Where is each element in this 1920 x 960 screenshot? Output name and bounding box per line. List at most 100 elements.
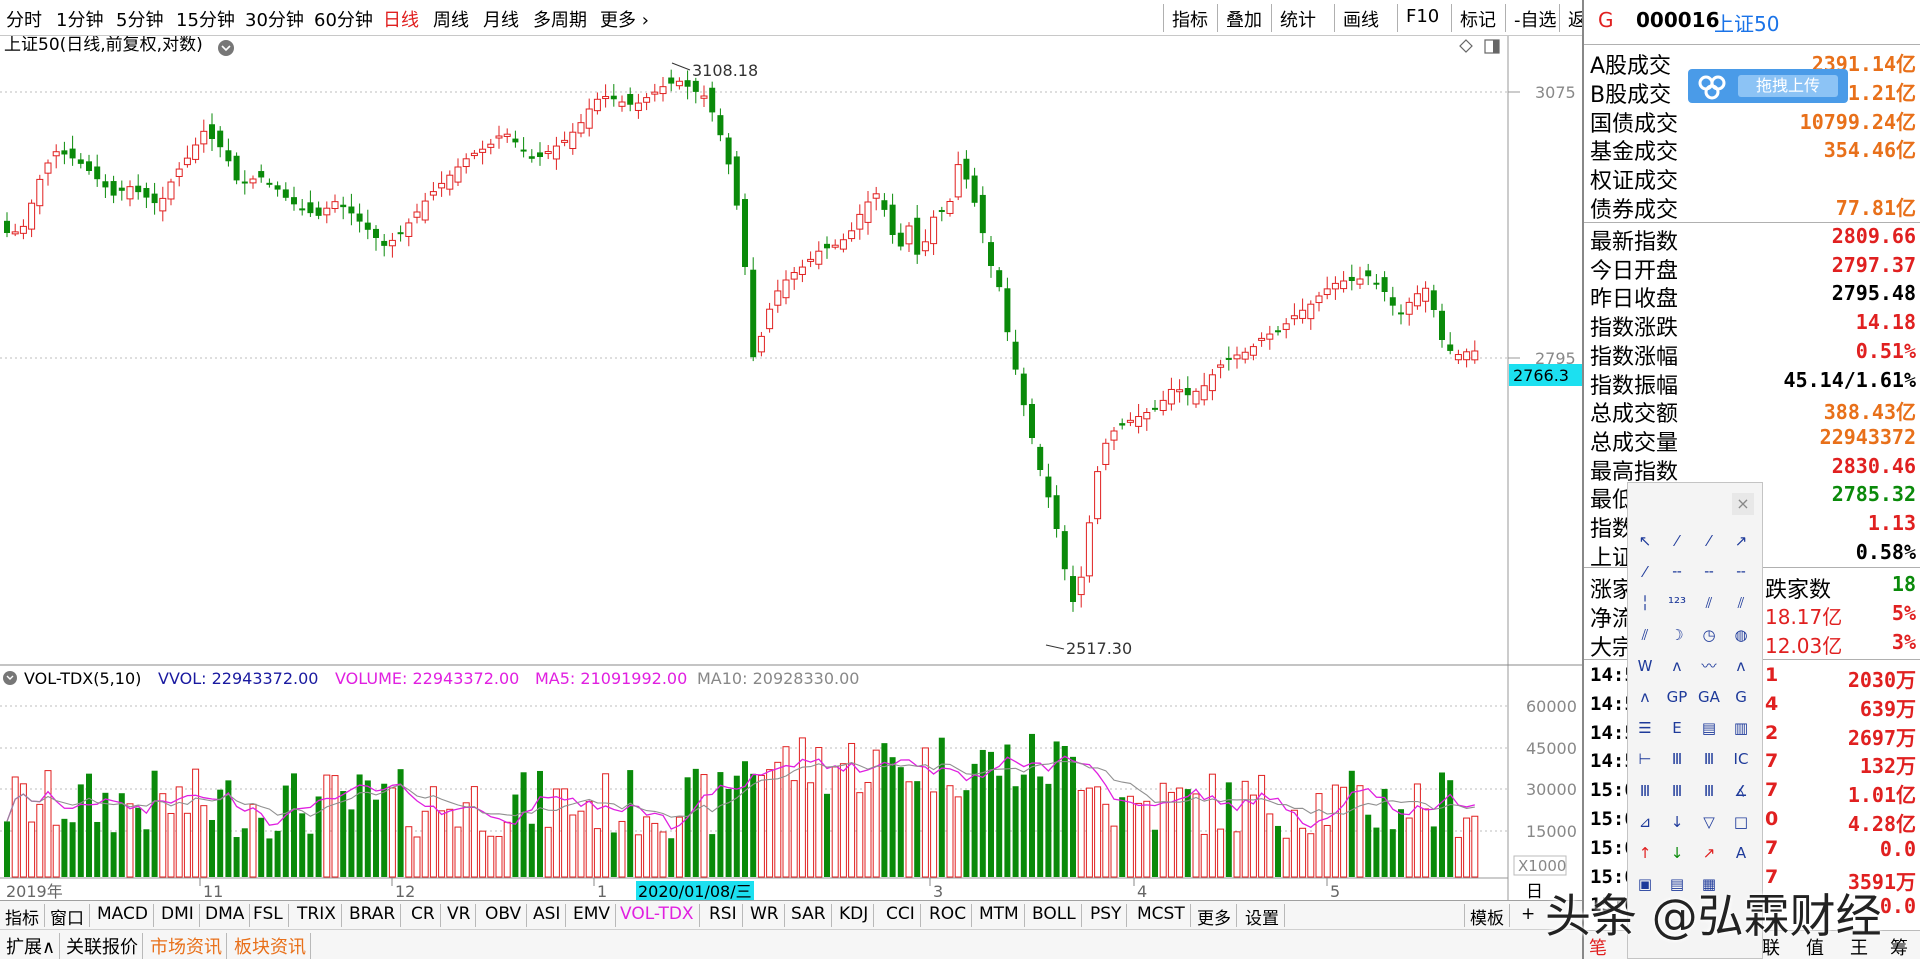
horizontal-segment-icon[interactable]: ╌ bbox=[1736, 563, 1746, 582]
period-tab-daily[interactable]: 日线 bbox=[383, 10, 419, 31]
footer-tab[interactable]: 筹 bbox=[1890, 938, 1908, 959]
period-icon[interactable]: ⊢ bbox=[1638, 750, 1652, 769]
triangle-line-icon[interactable]: ⊿ bbox=[1638, 812, 1652, 831]
triangle-icon[interactable]: ▽ bbox=[1703, 812, 1715, 831]
template-button[interactable]: 模板 bbox=[1464, 904, 1510, 929]
bars-icon[interactable]: Ⅲ bbox=[1639, 781, 1651, 800]
wave-count-icon[interactable]: ¹²³ bbox=[1667, 594, 1687, 613]
footer-tab[interactable]: 联 bbox=[1762, 938, 1780, 959]
period-tab-weekly[interactable]: 周线 bbox=[433, 10, 469, 31]
tab-indicator[interactable]: 指标 bbox=[0, 904, 45, 929]
tab-kdj[interactable]: KDJ bbox=[834, 904, 875, 927]
tab-mtm[interactable]: MTM bbox=[974, 904, 1025, 927]
tab-rsi[interactable]: RSI bbox=[704, 904, 743, 927]
line-icon[interactable]: ⁄ bbox=[1675, 532, 1679, 550]
tab-settings[interactable]: 设置 bbox=[1240, 904, 1285, 929]
tab-cr[interactable]: CR bbox=[406, 904, 441, 927]
diamond-icon[interactable] bbox=[1459, 39, 1473, 53]
golden-price-icon[interactable]: GP bbox=[1666, 688, 1688, 706]
back-button[interactable]: 返回 bbox=[1559, 4, 1582, 32]
ellipse-icon[interactable]: ◍ bbox=[1734, 625, 1748, 644]
sector-news-tab[interactable]: 板块资讯 bbox=[230, 933, 311, 959]
rectangle-icon[interactable]: □ bbox=[1733, 812, 1749, 831]
cycle-icon[interactable]: Ⅲ bbox=[1671, 750, 1683, 769]
footer-tab[interactable]: 王 bbox=[1850, 938, 1868, 959]
chevron-down-icon[interactable] bbox=[3, 671, 17, 685]
tab-dma[interactable]: DMA bbox=[200, 904, 251, 927]
fib-extension-icon[interactable]: E bbox=[1672, 719, 1682, 738]
channel-icon[interactable]: ⫽ bbox=[1737, 594, 1745, 613]
market-news-tab[interactable]: 市场资讯 bbox=[146, 933, 227, 959]
chevron-down-icon[interactable] bbox=[218, 40, 234, 56]
add-favorite-button[interactable]: -自选 bbox=[1505, 4, 1565, 32]
tab-asi[interactable]: ASI bbox=[528, 904, 567, 927]
tab-vol-tdx[interactable]: VOL-TDX bbox=[615, 904, 700, 927]
horizontal-line-icon[interactable]: ╌ bbox=[1672, 563, 1682, 582]
sell-arrow-icon[interactable]: ↗ bbox=[1702, 844, 1716, 862]
vertical-line-icon[interactable]: ╎ bbox=[1640, 594, 1650, 613]
period-tab-30min[interactable]: 30分钟 bbox=[245, 10, 304, 31]
circle-icon[interactable]: ◷ bbox=[1702, 625, 1716, 644]
curve-icon[interactable]: 〰 bbox=[1701, 657, 1717, 676]
mark-button[interactable]: 标记 bbox=[1451, 4, 1504, 32]
box-icon[interactable]: ▤ bbox=[1701, 719, 1717, 738]
period-tab-1min[interactable]: 1分钟 bbox=[56, 10, 104, 31]
fan-icon[interactable]: ⫽ bbox=[1641, 625, 1649, 644]
tab-window[interactable]: 窗口 bbox=[45, 904, 90, 929]
gann-icon[interactable]: ᴧ bbox=[1640, 688, 1650, 706]
grid-icon[interactable]: ▥ bbox=[1733, 719, 1749, 738]
up-arrow-icon[interactable]: ↑ bbox=[1638, 844, 1652, 862]
tab-boll[interactable]: BOLL bbox=[1027, 904, 1082, 927]
draw-line-button[interactable]: 画线 bbox=[1334, 4, 1387, 32]
add-icon[interactable]: + bbox=[1521, 904, 1536, 924]
table-icon[interactable]: ▤ bbox=[1669, 875, 1685, 894]
golden-angle-icon[interactable]: GA bbox=[1698, 688, 1720, 706]
tab-macd[interactable]: MACD bbox=[92, 904, 154, 927]
period-tab-monthly[interactable]: 月线 bbox=[483, 10, 519, 31]
pointer-icon[interactable]: ↖ bbox=[1638, 532, 1652, 550]
down-arrow-icon[interactable]: ↓ bbox=[1670, 812, 1684, 831]
tab-mcst[interactable]: MCST bbox=[1132, 904, 1191, 927]
peak-icon[interactable]: ᴧ bbox=[1672, 656, 1682, 675]
period-tab-5min[interactable]: 5分钟 bbox=[116, 10, 164, 31]
bars3-icon[interactable]: Ⅲ bbox=[1703, 781, 1715, 800]
tab-brar[interactable]: BRAR bbox=[344, 904, 402, 927]
overlay-button[interactable]: 叠加 bbox=[1217, 4, 1270, 32]
tab-psy[interactable]: PSY bbox=[1085, 904, 1128, 927]
text-icon[interactable]: A bbox=[1735, 844, 1747, 862]
tab-sar[interactable]: SAR bbox=[786, 904, 832, 927]
panel-toggle-icon[interactable] bbox=[1484, 39, 1500, 54]
tab-vr[interactable]: VR bbox=[442, 904, 477, 927]
period-tab-multi[interactable]: 多周期 bbox=[533, 10, 587, 31]
footer-tab[interactable]: 笔 bbox=[1589, 938, 1607, 959]
fib-retracement-icon[interactable]: ☰ bbox=[1638, 719, 1652, 738]
statistics-button[interactable]: 统计 bbox=[1271, 4, 1324, 32]
close-icon[interactable]: × bbox=[1732, 493, 1754, 515]
tab-fsl[interactable]: FSL bbox=[248, 904, 289, 927]
buy-arrow-icon[interactable]: ↓ bbox=[1670, 844, 1684, 862]
tab-roc[interactable]: ROC bbox=[924, 904, 973, 927]
related-quotes-tab[interactable]: 关联报价 bbox=[62, 933, 143, 959]
expand-button[interactable]: 扩展∧ bbox=[2, 933, 61, 959]
zigzag-icon[interactable]: ᴧ bbox=[1736, 656, 1746, 675]
f10-button[interactable]: F10 bbox=[1397, 4, 1447, 32]
bars2-icon[interactable]: Ⅲ bbox=[1671, 781, 1683, 800]
kline-chart-svg[interactable]: 3075 2795 上证50(日线,前复权,对数) 3108.18 2517.3… bbox=[0, 35, 1582, 902]
indicator-button[interactable]: 指标 bbox=[1163, 4, 1216, 32]
arc-icon[interactable]: ☽ bbox=[1670, 625, 1684, 644]
parallel-line-icon[interactable]: ⫽ bbox=[1705, 594, 1713, 613]
hatch-icon[interactable]: ▦ bbox=[1701, 875, 1717, 894]
note-icon[interactable]: ▣ bbox=[1637, 875, 1653, 894]
tab-trix[interactable]: TRIX bbox=[292, 904, 342, 927]
segment-icon[interactable]: ⁄ bbox=[1643, 563, 1647, 582]
tab-dmi[interactable]: DMI bbox=[156, 904, 200, 927]
kline-chart-panel[interactable]: 3075 2795 上证50(日线,前复权,对数) 3108.18 2517.3… bbox=[0, 35, 1582, 933]
timezone-icon[interactable]: IC bbox=[1733, 750, 1749, 769]
period-tab-60min[interactable]: 60分钟 bbox=[314, 10, 373, 31]
tab-wr[interactable]: WR bbox=[745, 904, 785, 927]
angle-icon[interactable]: ∡ bbox=[1734, 781, 1748, 800]
tab-obv[interactable]: OBV bbox=[480, 904, 528, 927]
tab-emv[interactable]: EMV bbox=[568, 904, 617, 927]
wave-icon[interactable]: W bbox=[1637, 656, 1653, 675]
tab-cci[interactable]: CCI bbox=[881, 904, 921, 927]
